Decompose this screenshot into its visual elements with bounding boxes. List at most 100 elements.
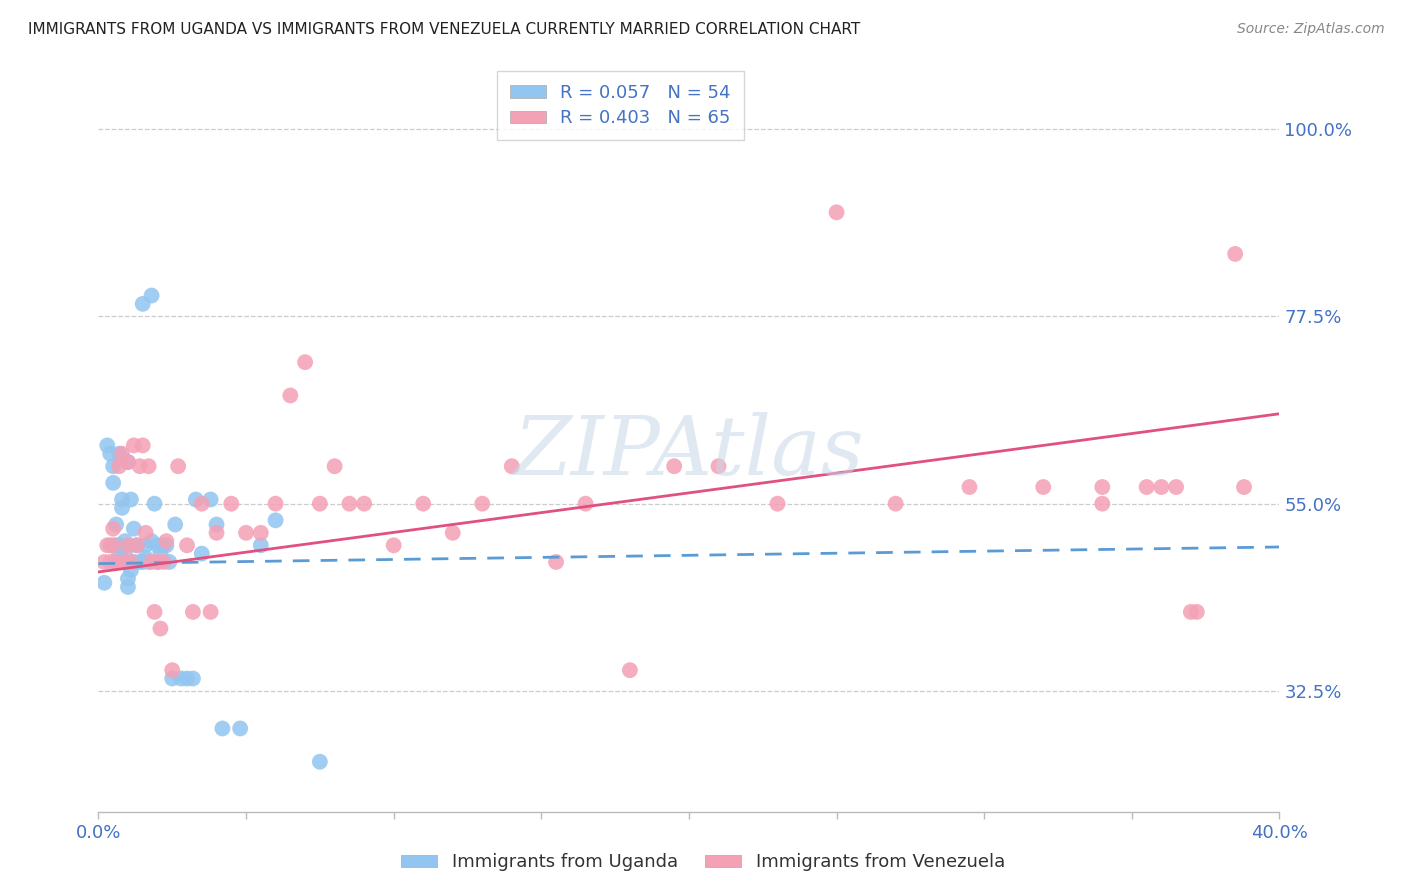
Point xyxy=(155,538,177,552)
Point xyxy=(1225,247,1247,261)
Point xyxy=(1233,480,1256,494)
Point xyxy=(211,722,233,736)
Point xyxy=(162,663,183,677)
Point xyxy=(181,605,204,619)
Point xyxy=(309,755,332,769)
Legend: R = 0.057   N = 54, R = 0.403   N = 65: R = 0.057 N = 54, R = 0.403 N = 65 xyxy=(498,71,744,140)
Point xyxy=(96,438,118,452)
Point xyxy=(309,497,332,511)
Point xyxy=(441,525,464,540)
Point xyxy=(141,534,163,549)
Point xyxy=(120,563,142,577)
Point xyxy=(105,555,128,569)
Point xyxy=(132,555,155,569)
Point xyxy=(117,580,139,594)
Point xyxy=(125,538,148,552)
Point xyxy=(191,497,214,511)
Point xyxy=(98,538,121,552)
Point xyxy=(111,500,134,515)
Point xyxy=(146,538,169,552)
Point xyxy=(353,497,375,511)
Point xyxy=(120,492,142,507)
Point xyxy=(114,547,136,561)
Point xyxy=(707,459,730,474)
Point xyxy=(165,517,187,532)
Point xyxy=(155,534,177,549)
Point xyxy=(122,555,145,569)
Point xyxy=(959,480,981,494)
Point xyxy=(117,455,139,469)
Point xyxy=(152,555,174,569)
Text: IMMIGRANTS FROM UGANDA VS IMMIGRANTS FROM VENEZUELA CURRENTLY MARRIED CORRELATIO: IMMIGRANTS FROM UGANDA VS IMMIGRANTS FRO… xyxy=(28,22,860,37)
Point xyxy=(229,722,252,736)
Point xyxy=(181,672,204,686)
Point xyxy=(1091,480,1114,494)
Point xyxy=(132,297,155,311)
Point xyxy=(167,459,190,474)
Text: ZIPAtlas: ZIPAtlas xyxy=(513,412,865,492)
Point xyxy=(117,572,139,586)
Point xyxy=(105,555,128,569)
Point xyxy=(103,459,125,474)
Point xyxy=(128,459,150,474)
Point xyxy=(200,605,222,619)
Point xyxy=(93,575,115,590)
Point xyxy=(114,534,136,549)
Point xyxy=(103,522,125,536)
Point xyxy=(117,455,139,469)
Point xyxy=(191,547,214,561)
Point xyxy=(128,555,150,569)
Point xyxy=(122,522,145,536)
Point xyxy=(323,459,346,474)
Point xyxy=(111,555,134,569)
Point xyxy=(105,538,128,552)
Point xyxy=(114,555,136,569)
Point xyxy=(471,497,494,511)
Point xyxy=(280,388,302,402)
Point xyxy=(125,538,148,552)
Point xyxy=(176,538,198,552)
Point xyxy=(143,497,166,511)
Point xyxy=(138,555,160,569)
Point xyxy=(108,459,131,474)
Point xyxy=(766,497,789,511)
Point xyxy=(825,205,848,219)
Point xyxy=(664,459,686,474)
Point xyxy=(1136,480,1159,494)
Point xyxy=(235,525,257,540)
Point xyxy=(162,672,183,686)
Point xyxy=(146,555,169,569)
Point xyxy=(117,538,139,552)
Point xyxy=(152,538,174,552)
Point xyxy=(412,497,434,511)
Point xyxy=(149,547,172,561)
Point xyxy=(105,517,128,532)
Point xyxy=(221,497,243,511)
Point xyxy=(108,547,131,561)
Point xyxy=(138,459,160,474)
Point xyxy=(96,538,118,552)
Point xyxy=(1166,480,1188,494)
Point xyxy=(149,622,172,636)
Point xyxy=(146,555,169,569)
Point xyxy=(98,555,121,569)
Point xyxy=(135,538,157,552)
Point xyxy=(103,475,125,490)
Point xyxy=(1032,480,1054,494)
Point xyxy=(120,555,142,569)
Point xyxy=(108,447,131,461)
Point xyxy=(93,555,115,569)
Point xyxy=(619,663,641,677)
Point xyxy=(501,459,523,474)
Point xyxy=(264,513,287,527)
Point xyxy=(884,497,907,511)
Point xyxy=(1185,605,1208,619)
Point xyxy=(108,538,131,552)
Point xyxy=(111,492,134,507)
Point xyxy=(205,517,228,532)
Legend: Immigrants from Uganda, Immigrants from Venezuela: Immigrants from Uganda, Immigrants from … xyxy=(394,847,1012,879)
Point xyxy=(250,525,273,540)
Point xyxy=(141,555,163,569)
Point xyxy=(200,492,222,507)
Point xyxy=(170,672,193,686)
